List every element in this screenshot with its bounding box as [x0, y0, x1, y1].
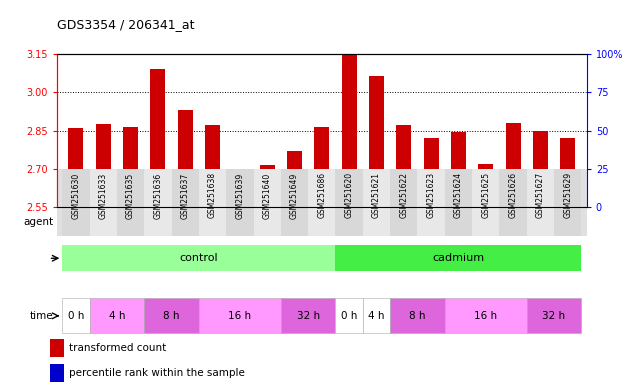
Bar [117, 169, 144, 236]
Text: GSM251622: GSM251622 [399, 172, 408, 218]
Bar [287, 151, 302, 207]
Bar [150, 69, 165, 207]
Bar [205, 125, 220, 207]
Bar [472, 169, 499, 236]
Text: 16 h: 16 h [228, 311, 251, 321]
Bar [90, 298, 144, 333]
Bar [144, 169, 172, 236]
Text: 32 h: 32 h [297, 311, 320, 321]
Bar [527, 298, 581, 333]
Text: GSM251623: GSM251623 [427, 172, 435, 218]
Bar [172, 169, 199, 236]
Text: 4 h: 4 h [109, 311, 125, 321]
Bar [418, 169, 445, 236]
Text: control: control [180, 253, 218, 263]
Text: GSM251620: GSM251620 [345, 172, 353, 218]
Bar [554, 169, 581, 236]
Text: GSM251639: GSM251639 [235, 172, 244, 218]
Bar [336, 245, 581, 271]
Text: GSM251629: GSM251629 [563, 172, 572, 218]
Bar [451, 132, 466, 207]
Bar [62, 298, 90, 333]
Bar [341, 31, 357, 207]
Text: GSM251630: GSM251630 [71, 172, 80, 218]
Bar [478, 164, 493, 207]
Bar [363, 169, 390, 236]
Bar [50, 364, 64, 382]
Text: GSM251626: GSM251626 [509, 172, 517, 218]
Text: percentile rank within the sample: percentile rank within the sample [69, 368, 245, 378]
Text: GSM251636: GSM251636 [153, 172, 162, 218]
Text: GDS3354 / 206341_at: GDS3354 / 206341_at [57, 18, 194, 31]
Text: GSM251637: GSM251637 [180, 172, 190, 218]
Text: GSM251621: GSM251621 [372, 172, 381, 218]
Text: agent: agent [23, 217, 54, 227]
Bar [281, 169, 308, 236]
Bar [396, 126, 411, 207]
Bar [178, 110, 192, 207]
Bar [123, 127, 138, 207]
Bar [499, 169, 527, 236]
Text: transformed count: transformed count [69, 343, 167, 353]
Text: GSM251649: GSM251649 [290, 172, 299, 218]
Bar [62, 245, 336, 271]
Bar [50, 339, 64, 356]
Text: 0 h: 0 h [341, 311, 357, 321]
Bar [527, 169, 554, 236]
Text: GSM251624: GSM251624 [454, 172, 463, 218]
Bar [390, 298, 445, 333]
Text: time: time [30, 311, 54, 321]
Text: cadmium: cadmium [432, 253, 485, 263]
Text: 4 h: 4 h [369, 311, 385, 321]
Bar [259, 165, 274, 207]
Text: GSM251633: GSM251633 [98, 172, 108, 218]
Bar [560, 138, 575, 207]
Bar [226, 169, 254, 236]
Bar [505, 123, 521, 207]
Bar [144, 298, 199, 333]
Bar [96, 124, 111, 207]
Bar [336, 169, 363, 236]
Bar [369, 76, 384, 207]
Text: 32 h: 32 h [543, 311, 565, 321]
Bar [254, 169, 281, 236]
Text: 0 h: 0 h [68, 311, 84, 321]
Bar [281, 298, 336, 333]
Text: GSM251627: GSM251627 [536, 172, 545, 218]
Bar [199, 298, 281, 333]
Bar [445, 298, 527, 333]
Bar [423, 138, 439, 207]
Text: GSM251640: GSM251640 [262, 172, 272, 218]
Text: 16 h: 16 h [474, 311, 497, 321]
Bar [314, 127, 329, 207]
Bar [445, 169, 472, 236]
Text: GSM251686: GSM251686 [317, 172, 326, 218]
Bar [68, 128, 83, 207]
Text: GSM251638: GSM251638 [208, 172, 217, 218]
Text: GSM251625: GSM251625 [481, 172, 490, 218]
Text: 8 h: 8 h [409, 311, 426, 321]
Bar [199, 169, 226, 236]
Bar [232, 175, 247, 207]
Bar [62, 169, 90, 236]
Bar [336, 298, 363, 333]
Bar [390, 169, 418, 236]
Text: GSM251635: GSM251635 [126, 172, 135, 218]
Bar [533, 131, 548, 207]
Text: 8 h: 8 h [163, 311, 180, 321]
Bar [363, 298, 390, 333]
Bar [90, 169, 117, 236]
Bar [308, 169, 336, 236]
